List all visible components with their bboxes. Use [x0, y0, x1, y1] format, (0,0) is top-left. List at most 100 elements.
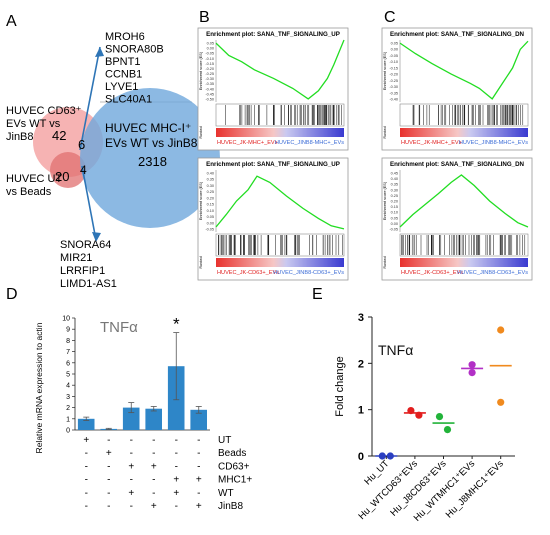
venn-count-mhc-only: 2318 — [138, 154, 167, 169]
bar-ytick: 4 — [66, 383, 70, 390]
gsea-ytick: 0.00 — [391, 222, 398, 226]
gene-hits — [218, 235, 343, 255]
dot-ytick: 3 — [358, 312, 364, 324]
condition-mark: - — [85, 448, 88, 459]
condition-mark: - — [107, 475, 110, 486]
venn-label-cd63: HUVEC CD63⁺ EVs WT vs JinB8 — [6, 105, 85, 143]
gsea-ytick: 0.35 — [391, 183, 398, 187]
gsea-title: Enrichment plot: SANA_TNF_SIGNALING_UP — [206, 161, 340, 168]
gsea-title: Enrichment plot: SANA_TNF_SIGNALING_DN — [390, 31, 525, 38]
condition-label: MHC1+ — [218, 475, 252, 486]
condition-mark: + — [151, 461, 157, 472]
bar-ytick: 6 — [66, 360, 70, 367]
gsea-left-label: HUVEC_JK-CD63+_EVs — [401, 270, 463, 276]
condition-mark: + — [151, 501, 157, 512]
gsea-right-label: HUVEC_JINB8-MHC+_EVs — [275, 140, 344, 146]
gsea-ytick: -0.35 — [205, 82, 214, 86]
gsea-ytick: 0.45 — [391, 172, 398, 176]
gsea-ytick: 0.20 — [391, 200, 398, 204]
gsea-ytick: 0.20 — [207, 196, 214, 200]
gene-hits — [225, 105, 342, 125]
enrichment-curve — [215, 39, 345, 100]
gsea-ytick: -0.30 — [389, 85, 398, 89]
bar-ytick: 0 — [66, 428, 70, 435]
enrichment-curve — [399, 174, 529, 228]
gsea-ytick: -0.25 — [389, 79, 398, 83]
gsea-ytick: 0.05 — [207, 42, 214, 46]
gsea-ylabel: Enrichment score (ES) — [199, 181, 203, 220]
condition-mark: + — [106, 448, 112, 459]
gsea-ytick: -0.15 — [389, 66, 398, 70]
condition-label: JinB8 — [218, 501, 243, 512]
bar-ytick: 1 — [66, 416, 70, 423]
condition-mark: + — [128, 488, 134, 499]
venn-diagram: 42 6 20 4 2318 HUVEC MHC-I⁺ EVs WT vs Ji… — [6, 31, 220, 290]
condition-mark: - — [197, 488, 200, 499]
condition-label: CD63+ — [218, 461, 250, 472]
gsea-title: Enrichment plot: SANA_TNF_SIGNALING_UP — [206, 31, 340, 38]
gsea-plots: Enrichment plot: SANA_TNF_SIGNALING_UP 0.… — [197, 27, 533, 281]
condition-label: WT — [218, 488, 234, 499]
gsea-ytick: -0.30 — [205, 77, 214, 81]
dot-ylabel: Fold change — [334, 356, 346, 417]
gsea-title: Enrichment plot: SANA_TNF_SIGNALING_DN — [390, 161, 525, 168]
ranked-label: Ranked — [199, 256, 203, 268]
gsea-right-label: HUVEC_JINB8-CD63+_EVs — [273, 270, 344, 276]
gsea-ytick: 0.30 — [391, 188, 398, 192]
condition-mark: + — [196, 475, 202, 486]
gene-hits — [401, 235, 526, 255]
data-point — [468, 369, 476, 377]
bar-ytick: 7 — [66, 349, 70, 356]
data-point — [468, 361, 476, 369]
condition-mark: - — [152, 475, 155, 486]
ranked-list-bar — [216, 258, 344, 267]
condition-mark: - — [197, 435, 200, 446]
bar-chart: TNFα 0 1 2 3 4 5 6 7 8 9 10 Relative mRNA expressio… — [34, 315, 252, 512]
gsea-ytick: -0.40 — [205, 87, 214, 91]
venn-label-mhc: HUVEC MHC-I⁺ EVs WT vs JinB8 — [105, 121, 198, 150]
bar — [190, 409, 207, 430]
condition-mark: - — [85, 488, 88, 499]
gsea-plot-4: Enrichment plot: SANA_TNF_SIGNALING_DN 0.… — [381, 157, 533, 281]
condition-mark: - — [130, 475, 133, 486]
gene-list-bottom: SNORA64 MIR21 LRRFIP1 LIMD1-AS1 — [60, 239, 117, 290]
gsea-ytick: 0.00 — [207, 221, 214, 225]
gsea-plot-1: Enrichment plot: SANA_TNF_SIGNALING_UP 0.… — [197, 27, 349, 151]
bar-ytick: 8 — [66, 338, 70, 345]
gsea-ytick: -0.35 — [389, 91, 398, 95]
gsea-ytick: -0.05 — [389, 228, 398, 232]
gsea-ylabel: Enrichment score (ES) — [383, 181, 387, 220]
gsea-ytick: -0.45 — [205, 92, 214, 96]
gsea-ytick: 0.10 — [207, 209, 214, 213]
ranked-label: Ranked — [383, 126, 387, 138]
gsea-left-label: HUVEC_JK-MHC+_EVs — [401, 140, 462, 146]
gsea-ytick: 0.05 — [207, 215, 214, 219]
venn-count-cd63-only: 42 — [52, 128, 66, 143]
condition-mark: + — [173, 475, 179, 486]
condition-mark: - — [85, 461, 88, 472]
condition-mark: - — [130, 501, 133, 512]
venn-circle-mhc — [80, 88, 220, 228]
data-point — [435, 413, 444, 421]
bar-ytick: 9 — [66, 327, 70, 334]
condition-mark: - — [130, 435, 133, 446]
condition-mark: - — [152, 448, 155, 459]
bar-ytick: 2 — [66, 405, 70, 412]
dot-ytick: 0 — [358, 451, 364, 463]
ranked-list-bar — [400, 258, 528, 267]
gsea-ytick: -0.25 — [205, 72, 214, 76]
condition-mark: - — [107, 461, 110, 472]
gsea-ytick: -0.15 — [205, 62, 214, 66]
dot-ytick: 2 — [358, 358, 364, 370]
gene-list-top: MROH6 SNORA80B BPNT1 CCNB1 LYVE1 SLC40A1 — [105, 31, 167, 106]
panel-letter-a: A — [6, 13, 17, 30]
venn-count-cd63-mhc: 6 — [78, 137, 85, 152]
gsea-ytick: 0.00 — [391, 48, 398, 52]
condition-mark: - — [197, 461, 200, 472]
gsea-ytick: 0.25 — [391, 194, 398, 198]
gsea-ytick: -0.05 — [389, 54, 398, 58]
enrichment-curve — [399, 40, 529, 100]
gsea-ytick: -0.05 — [205, 228, 214, 232]
bar-ytick: 10 — [62, 316, 70, 323]
